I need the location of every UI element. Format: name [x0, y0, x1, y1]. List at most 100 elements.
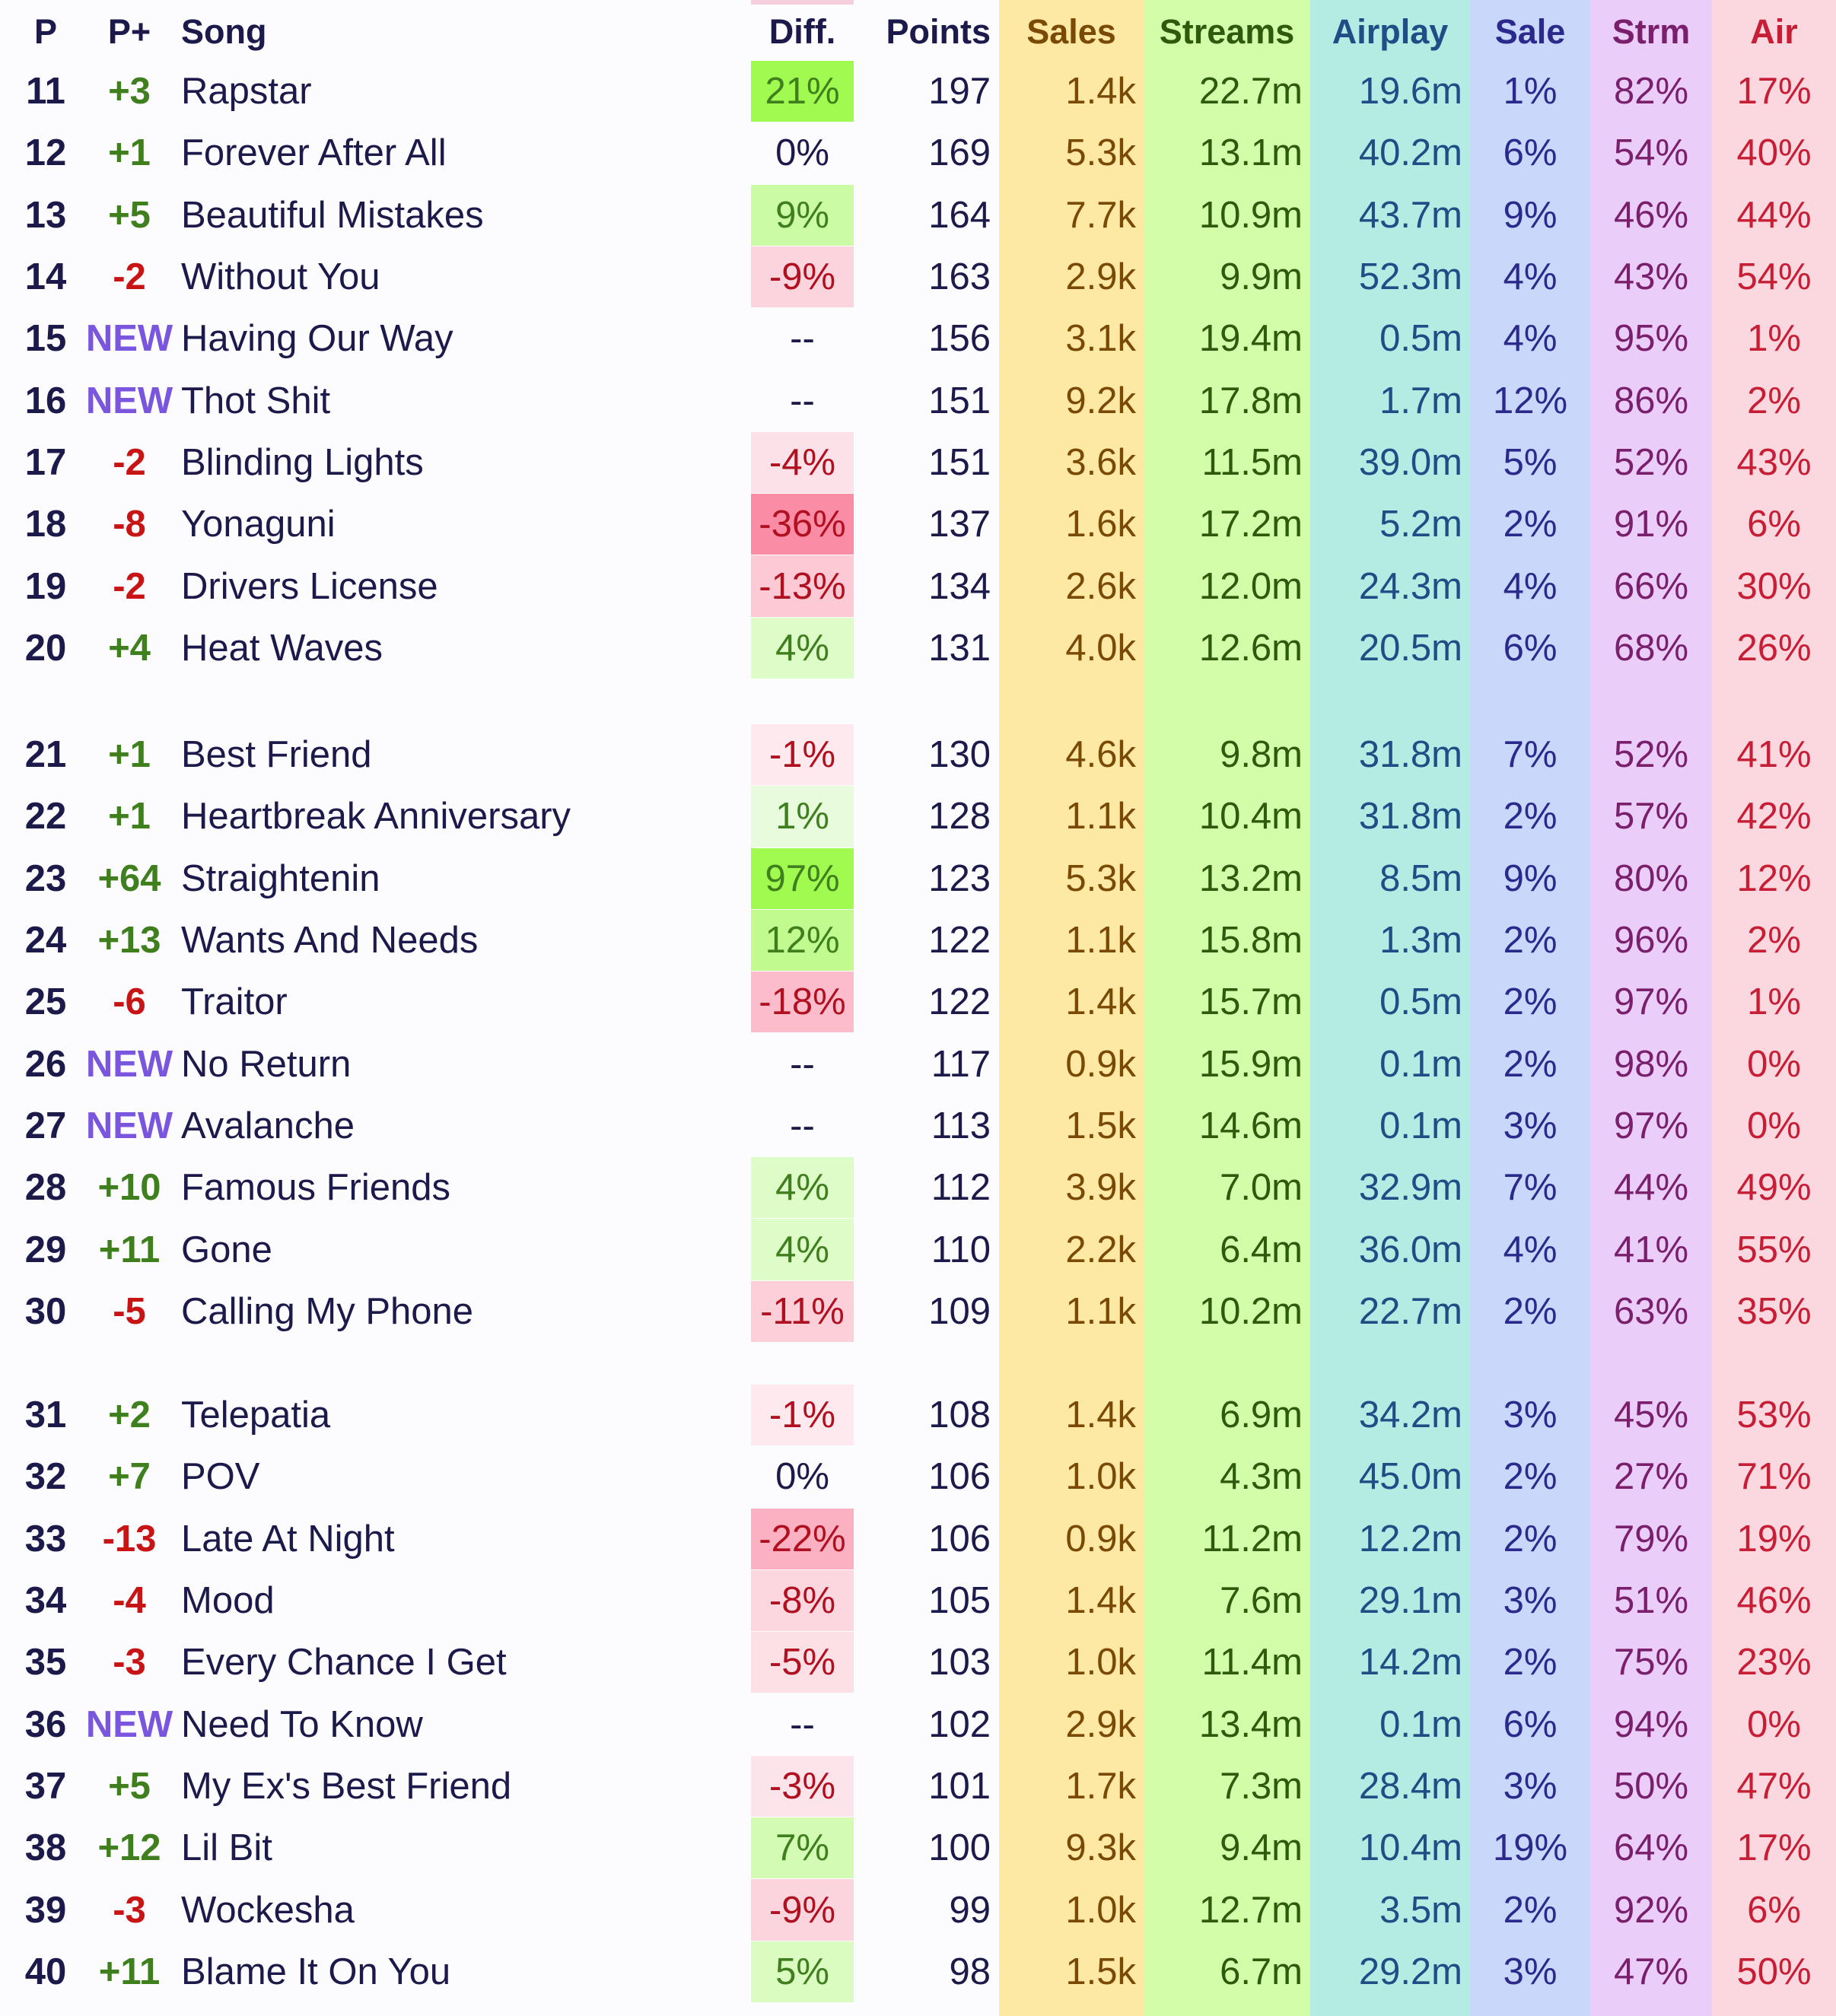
row-song-title: My Ex's Best Friend	[181, 1765, 512, 1807]
row-diff: --	[790, 380, 815, 421]
row-strm-pct: 97%	[1613, 1105, 1689, 1146]
row-strm-pct: 79%	[1613, 1518, 1689, 1560]
row-strm-pct: 47%	[1613, 1951, 1689, 1992]
row-air-pct: 17%	[1736, 1827, 1812, 1869]
row-air-pct: 49%	[1736, 1167, 1812, 1209]
row-sale-pct: 2%	[1503, 1290, 1558, 1332]
row-air-pct: 43%	[1736, 441, 1812, 483]
row-points: 112	[931, 1167, 991, 1209]
row-strm-pct: 66%	[1613, 565, 1689, 607]
row-airplay: 29.2m	[1358, 1951, 1462, 1992]
row-strm-pct: 57%	[1613, 796, 1689, 838]
row-song-title: Mood	[181, 1580, 275, 1622]
row-position: 24	[24, 920, 67, 962]
row-diff: -1%	[751, 724, 854, 786]
row-streams: 9.8m	[1220, 734, 1303, 776]
row-sales: 2.9k	[1065, 256, 1136, 298]
row-points: 113	[931, 1105, 991, 1146]
row-streams: 17.8m	[1198, 380, 1303, 421]
row-sales: 0.9k	[1065, 1043, 1136, 1085]
row-sale-pct: 7%	[1503, 734, 1558, 776]
row-points: 131	[928, 627, 991, 669]
row-airplay: 36.0m	[1358, 1229, 1462, 1270]
header-song: Song	[181, 12, 267, 51]
row-position: 12	[24, 132, 67, 174]
row-strm-pct: 91%	[1613, 504, 1689, 545]
row-diff: -1%	[751, 1385, 854, 1446]
row-position-change: NEW	[85, 1043, 173, 1085]
row-points: 98	[949, 1951, 991, 1992]
row-sales: 1.5k	[1065, 1951, 1136, 1992]
row-points: 122	[928, 920, 991, 962]
row-streams: 9.4m	[1220, 1827, 1303, 1869]
row-airplay: 31.8m	[1358, 734, 1462, 776]
header-p: P	[33, 12, 57, 51]
row-strm-pct: 95%	[1613, 318, 1689, 360]
row-air-pct: 40%	[1736, 132, 1812, 174]
row-streams: 9.9m	[1220, 256, 1303, 298]
row-streams: 11.4m	[1201, 1642, 1303, 1684]
row-airplay: 8.5m	[1379, 857, 1462, 899]
row-strm-pct: 43%	[1613, 256, 1689, 298]
row-position-change: NEW	[85, 380, 173, 421]
row-position-change: -2	[113, 441, 146, 483]
row-song-title: Need To Know	[181, 1703, 423, 1745]
row-position-change: NEW	[85, 318, 173, 360]
row-airplay: 19.6m	[1358, 71, 1462, 113]
row-streams: 19.4m	[1198, 318, 1303, 360]
row-points: 137	[928, 504, 991, 545]
row-strm-pct: 75%	[1613, 1642, 1689, 1684]
row-points: 110	[931, 1229, 991, 1270]
row-airplay: 0.1m	[1379, 1105, 1462, 1146]
row-airplay: 12.2m	[1358, 1518, 1462, 1560]
row-position-change: +1	[108, 796, 151, 838]
row-position-change: +4	[108, 627, 151, 669]
row-song-title: Gone	[181, 1229, 272, 1270]
row-song-title: Best Friend	[181, 734, 372, 776]
row-sale-pct: 2%	[1503, 1642, 1558, 1684]
row-song-title: Straightenin	[181, 857, 380, 899]
row-airplay: 20.5m	[1358, 627, 1462, 669]
row-airplay: 29.1m	[1358, 1580, 1462, 1622]
row-sale-pct: 3%	[1503, 1105, 1558, 1146]
row-strm-pct: 96%	[1613, 920, 1689, 962]
row-diff: 97%	[751, 847, 854, 909]
row-position-change: +1	[108, 734, 151, 776]
row-diff: 4%	[751, 617, 854, 679]
row-sale-pct: 2%	[1503, 1456, 1558, 1498]
row-sale-pct: 4%	[1503, 1229, 1558, 1270]
row-strm-pct: 97%	[1613, 981, 1689, 1023]
row-diff: -11%	[751, 1280, 854, 1342]
row-sale-pct: 2%	[1503, 796, 1558, 838]
row-diff: -9%	[751, 1879, 854, 1941]
row-diff: 5%	[751, 1941, 854, 2002]
row-position: 31	[24, 1394, 67, 1436]
row-points: 117	[931, 1043, 991, 1085]
row-sale-pct: 1%	[1503, 71, 1558, 113]
row-airplay: 0.1m	[1379, 1043, 1462, 1085]
row-points: 123	[928, 857, 991, 899]
row-position-change: -3	[113, 1889, 146, 1931]
row-position: 28	[24, 1167, 67, 1209]
row-position-change: +64	[97, 857, 161, 899]
row-air-pct: 53%	[1736, 1394, 1812, 1436]
row-position-change: -2	[113, 565, 146, 607]
row-position-change: -4	[113, 1580, 146, 1622]
row-position-change: +10	[97, 1167, 161, 1209]
header-strm-pct: Strm	[1612, 12, 1691, 51]
row-diff: --	[790, 1043, 815, 1085]
row-sale-pct: 2%	[1503, 920, 1558, 962]
row-position-change: +5	[108, 194, 151, 236]
header-sales: Sales	[1026, 12, 1116, 51]
row-position: 21	[24, 734, 67, 776]
row-strm-pct: 51%	[1613, 1580, 1689, 1622]
strm-pct-column-bg	[1590, 0, 1712, 2016]
row-position: 30	[24, 1290, 67, 1332]
row-song-title: Famous Friends	[181, 1167, 451, 1209]
row-points: 109	[928, 1290, 991, 1332]
row-sales: 1.0k	[1065, 1889, 1136, 1931]
row-diff: 9%	[751, 184, 854, 246]
sale-pct-column-bg	[1470, 0, 1590, 2016]
row-song-title: Blinding Lights	[181, 441, 424, 483]
